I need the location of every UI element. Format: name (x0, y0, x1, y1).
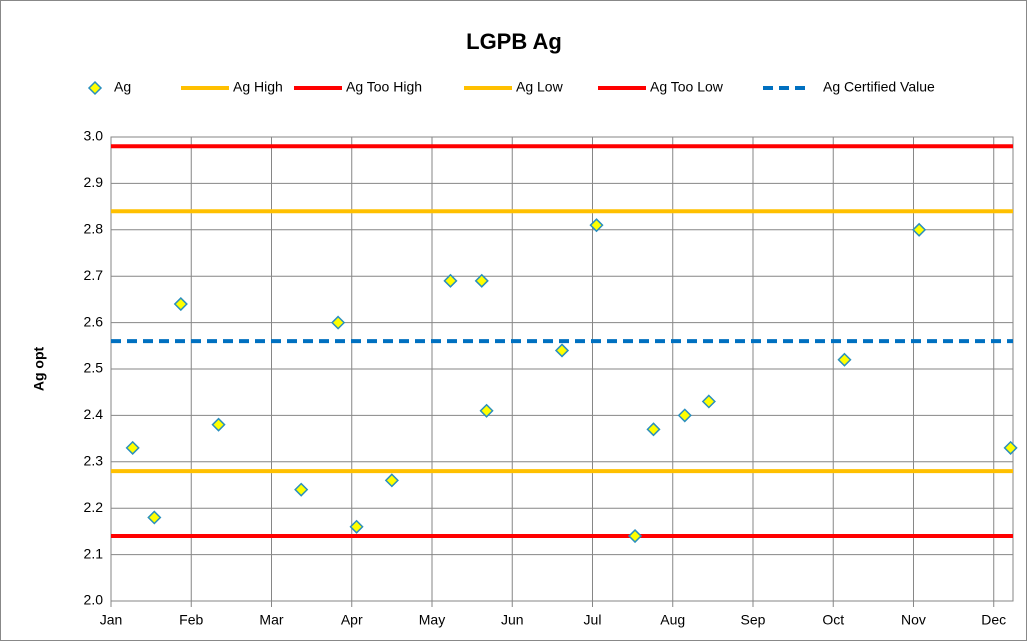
x-tick-label: Nov (901, 612, 926, 628)
data-point (331, 315, 346, 330)
legend-label: Ag (114, 79, 131, 95)
chart-title: LGPB Ag (466, 29, 562, 54)
y-tick-label: 3.0 (84, 128, 104, 144)
y-tick-label: 2.8 (84, 221, 104, 237)
data-point (474, 273, 489, 288)
x-tick-label: Oct (822, 612, 844, 628)
data-point (173, 296, 188, 312)
legend-label: Ag Low (516, 79, 564, 95)
x-tick-label: Dec (981, 612, 1006, 628)
data-point (443, 273, 458, 288)
data-point (125, 440, 140, 455)
legend-label: Ag Too Low (650, 79, 724, 95)
data-point (912, 222, 927, 237)
x-tick-label: Mar (259, 612, 283, 628)
x-tick-label: Jul (584, 612, 602, 628)
x-tick-label: Jun (501, 612, 524, 628)
data-point (627, 528, 643, 544)
y-tick-label: 2.0 (84, 592, 104, 608)
y-tick-label: 2.7 (84, 267, 104, 283)
y-tick-label: 2.9 (84, 174, 104, 190)
y-tick-label: 2.3 (84, 453, 104, 469)
data-point (837, 352, 852, 367)
data-point (349, 519, 364, 534)
x-tick-label: Aug (660, 612, 685, 628)
data-point (701, 394, 716, 409)
data-point (294, 482, 309, 497)
data-point (384, 473, 399, 488)
x-tick-label: Feb (179, 612, 203, 628)
x-tick-label: Apr (341, 612, 363, 628)
y-tick-label: 2.1 (84, 545, 104, 561)
x-tick-label: Jan (100, 612, 123, 628)
data-point (646, 422, 661, 437)
data-point (677, 408, 692, 423)
x-tick-label: May (419, 612, 445, 628)
data-point (147, 510, 162, 525)
legend-label: Ag Certified Value (823, 79, 935, 95)
data-point (589, 218, 604, 233)
data-point (479, 403, 494, 418)
y-tick-label: 2.6 (84, 313, 104, 329)
y-tick-label: 2.4 (84, 406, 104, 422)
legend-label: Ag Too High (346, 79, 422, 95)
x-tick-label: Sep (741, 612, 766, 628)
legend-marker (87, 80, 103, 96)
y-tick-label: 2.5 (84, 360, 104, 376)
y-tick-label: 2.2 (84, 499, 104, 515)
data-point (211, 417, 226, 432)
legend-label: Ag High (233, 79, 283, 95)
data-point (1003, 440, 1018, 455)
y-axis-label: Ag opt (31, 347, 47, 392)
data-point (554, 343, 570, 358)
